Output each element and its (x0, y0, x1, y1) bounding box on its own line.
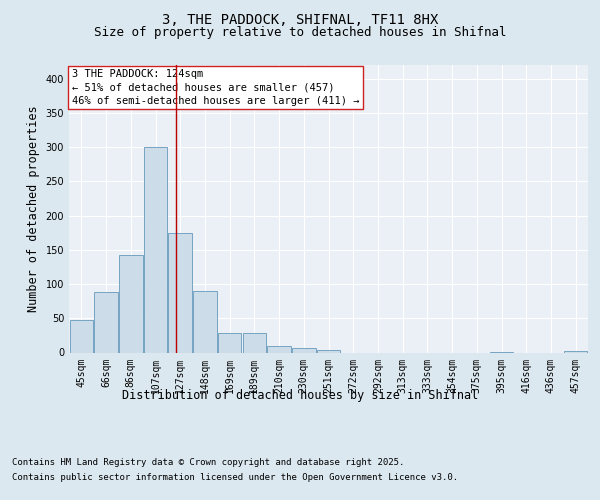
Bar (268, 346, 291, 352)
Bar (70, 320, 93, 352)
Bar (292, 348, 316, 352)
Bar (169, 232, 192, 352)
Bar (119, 254, 143, 352)
Bar (218, 334, 241, 352)
Text: Distribution of detached houses by size in Shifnal: Distribution of detached houses by size … (122, 388, 478, 402)
Bar (94, 292, 118, 352)
Text: Contains HM Land Registry data © Crown copyright and database right 2025.: Contains HM Land Registry data © Crown c… (12, 458, 404, 467)
Text: Size of property relative to detached houses in Shifnal: Size of property relative to detached ho… (94, 26, 506, 39)
Bar (144, 147, 167, 352)
Text: Contains public sector information licensed under the Open Government Licence v3: Contains public sector information licen… (12, 473, 458, 482)
Bar (242, 334, 266, 352)
Bar (564, 351, 587, 352)
Text: 3, THE PADDOCK, SHIFNAL, TF11 8HX: 3, THE PADDOCK, SHIFNAL, TF11 8HX (162, 13, 438, 27)
Bar (317, 350, 340, 352)
Bar (193, 291, 217, 352)
Text: 3 THE PADDOCK: 124sqm
← 51% of detached houses are smaller (457)
46% of semi-det: 3 THE PADDOCK: 124sqm ← 51% of detached … (71, 70, 359, 106)
Y-axis label: Number of detached properties: Number of detached properties (27, 106, 40, 312)
